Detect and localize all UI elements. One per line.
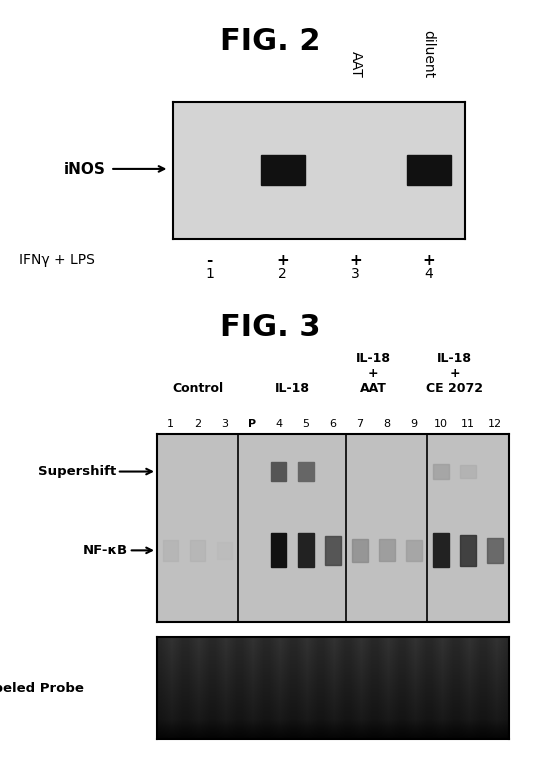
Text: 3: 3 xyxy=(221,419,228,429)
Text: FIG. 3: FIG. 3 xyxy=(220,313,321,342)
Text: 2: 2 xyxy=(194,419,201,429)
Bar xyxy=(487,538,503,563)
Text: 1: 1 xyxy=(205,267,214,282)
Text: FIG. 2: FIG. 2 xyxy=(220,27,321,56)
Text: 9: 9 xyxy=(410,419,418,429)
Text: +: + xyxy=(349,253,362,267)
Text: diluent: diluent xyxy=(422,30,436,78)
Text: P: P xyxy=(247,419,256,429)
Text: 3: 3 xyxy=(351,267,360,282)
Bar xyxy=(352,539,368,562)
Text: Control: Control xyxy=(172,382,223,395)
Bar xyxy=(407,155,451,185)
Text: Supershift: Supershift xyxy=(38,465,116,478)
Text: +: + xyxy=(276,253,289,267)
Text: Labeled Probe: Labeled Probe xyxy=(0,682,84,694)
Bar xyxy=(433,464,449,479)
Text: 4: 4 xyxy=(424,267,433,282)
Text: IL-18
+
AAT: IL-18 + AAT xyxy=(356,352,391,395)
Text: iNOS: iNOS xyxy=(64,162,105,178)
Text: 12: 12 xyxy=(488,419,502,429)
Text: 7: 7 xyxy=(356,419,364,429)
Bar xyxy=(270,462,287,481)
Text: IFNγ + LPS: IFNγ + LPS xyxy=(19,253,95,267)
Bar xyxy=(298,462,314,481)
Text: 6: 6 xyxy=(329,419,336,429)
Text: 2: 2 xyxy=(278,267,287,282)
Bar xyxy=(270,533,287,567)
Text: AAT: AAT xyxy=(349,52,362,78)
Text: 5: 5 xyxy=(302,419,309,429)
Text: 11: 11 xyxy=(461,419,475,429)
Bar xyxy=(162,540,178,561)
Text: 4: 4 xyxy=(275,419,282,429)
Bar xyxy=(325,536,341,565)
Text: -: - xyxy=(207,253,213,267)
Bar xyxy=(433,533,449,567)
Bar xyxy=(379,540,395,561)
Text: 10: 10 xyxy=(434,419,448,429)
Text: NF-κB: NF-κB xyxy=(83,543,128,557)
Bar xyxy=(460,535,476,565)
Text: IL-18: IL-18 xyxy=(275,382,309,395)
Bar xyxy=(460,465,476,478)
Bar xyxy=(261,155,305,185)
Bar xyxy=(216,542,233,559)
Text: 1: 1 xyxy=(167,419,174,429)
Text: +: + xyxy=(423,253,435,267)
Bar xyxy=(298,533,314,567)
Text: 8: 8 xyxy=(383,419,391,429)
Bar xyxy=(189,540,205,561)
Bar xyxy=(406,540,422,561)
Text: IL-18
+
CE 2072: IL-18 + CE 2072 xyxy=(426,352,483,395)
